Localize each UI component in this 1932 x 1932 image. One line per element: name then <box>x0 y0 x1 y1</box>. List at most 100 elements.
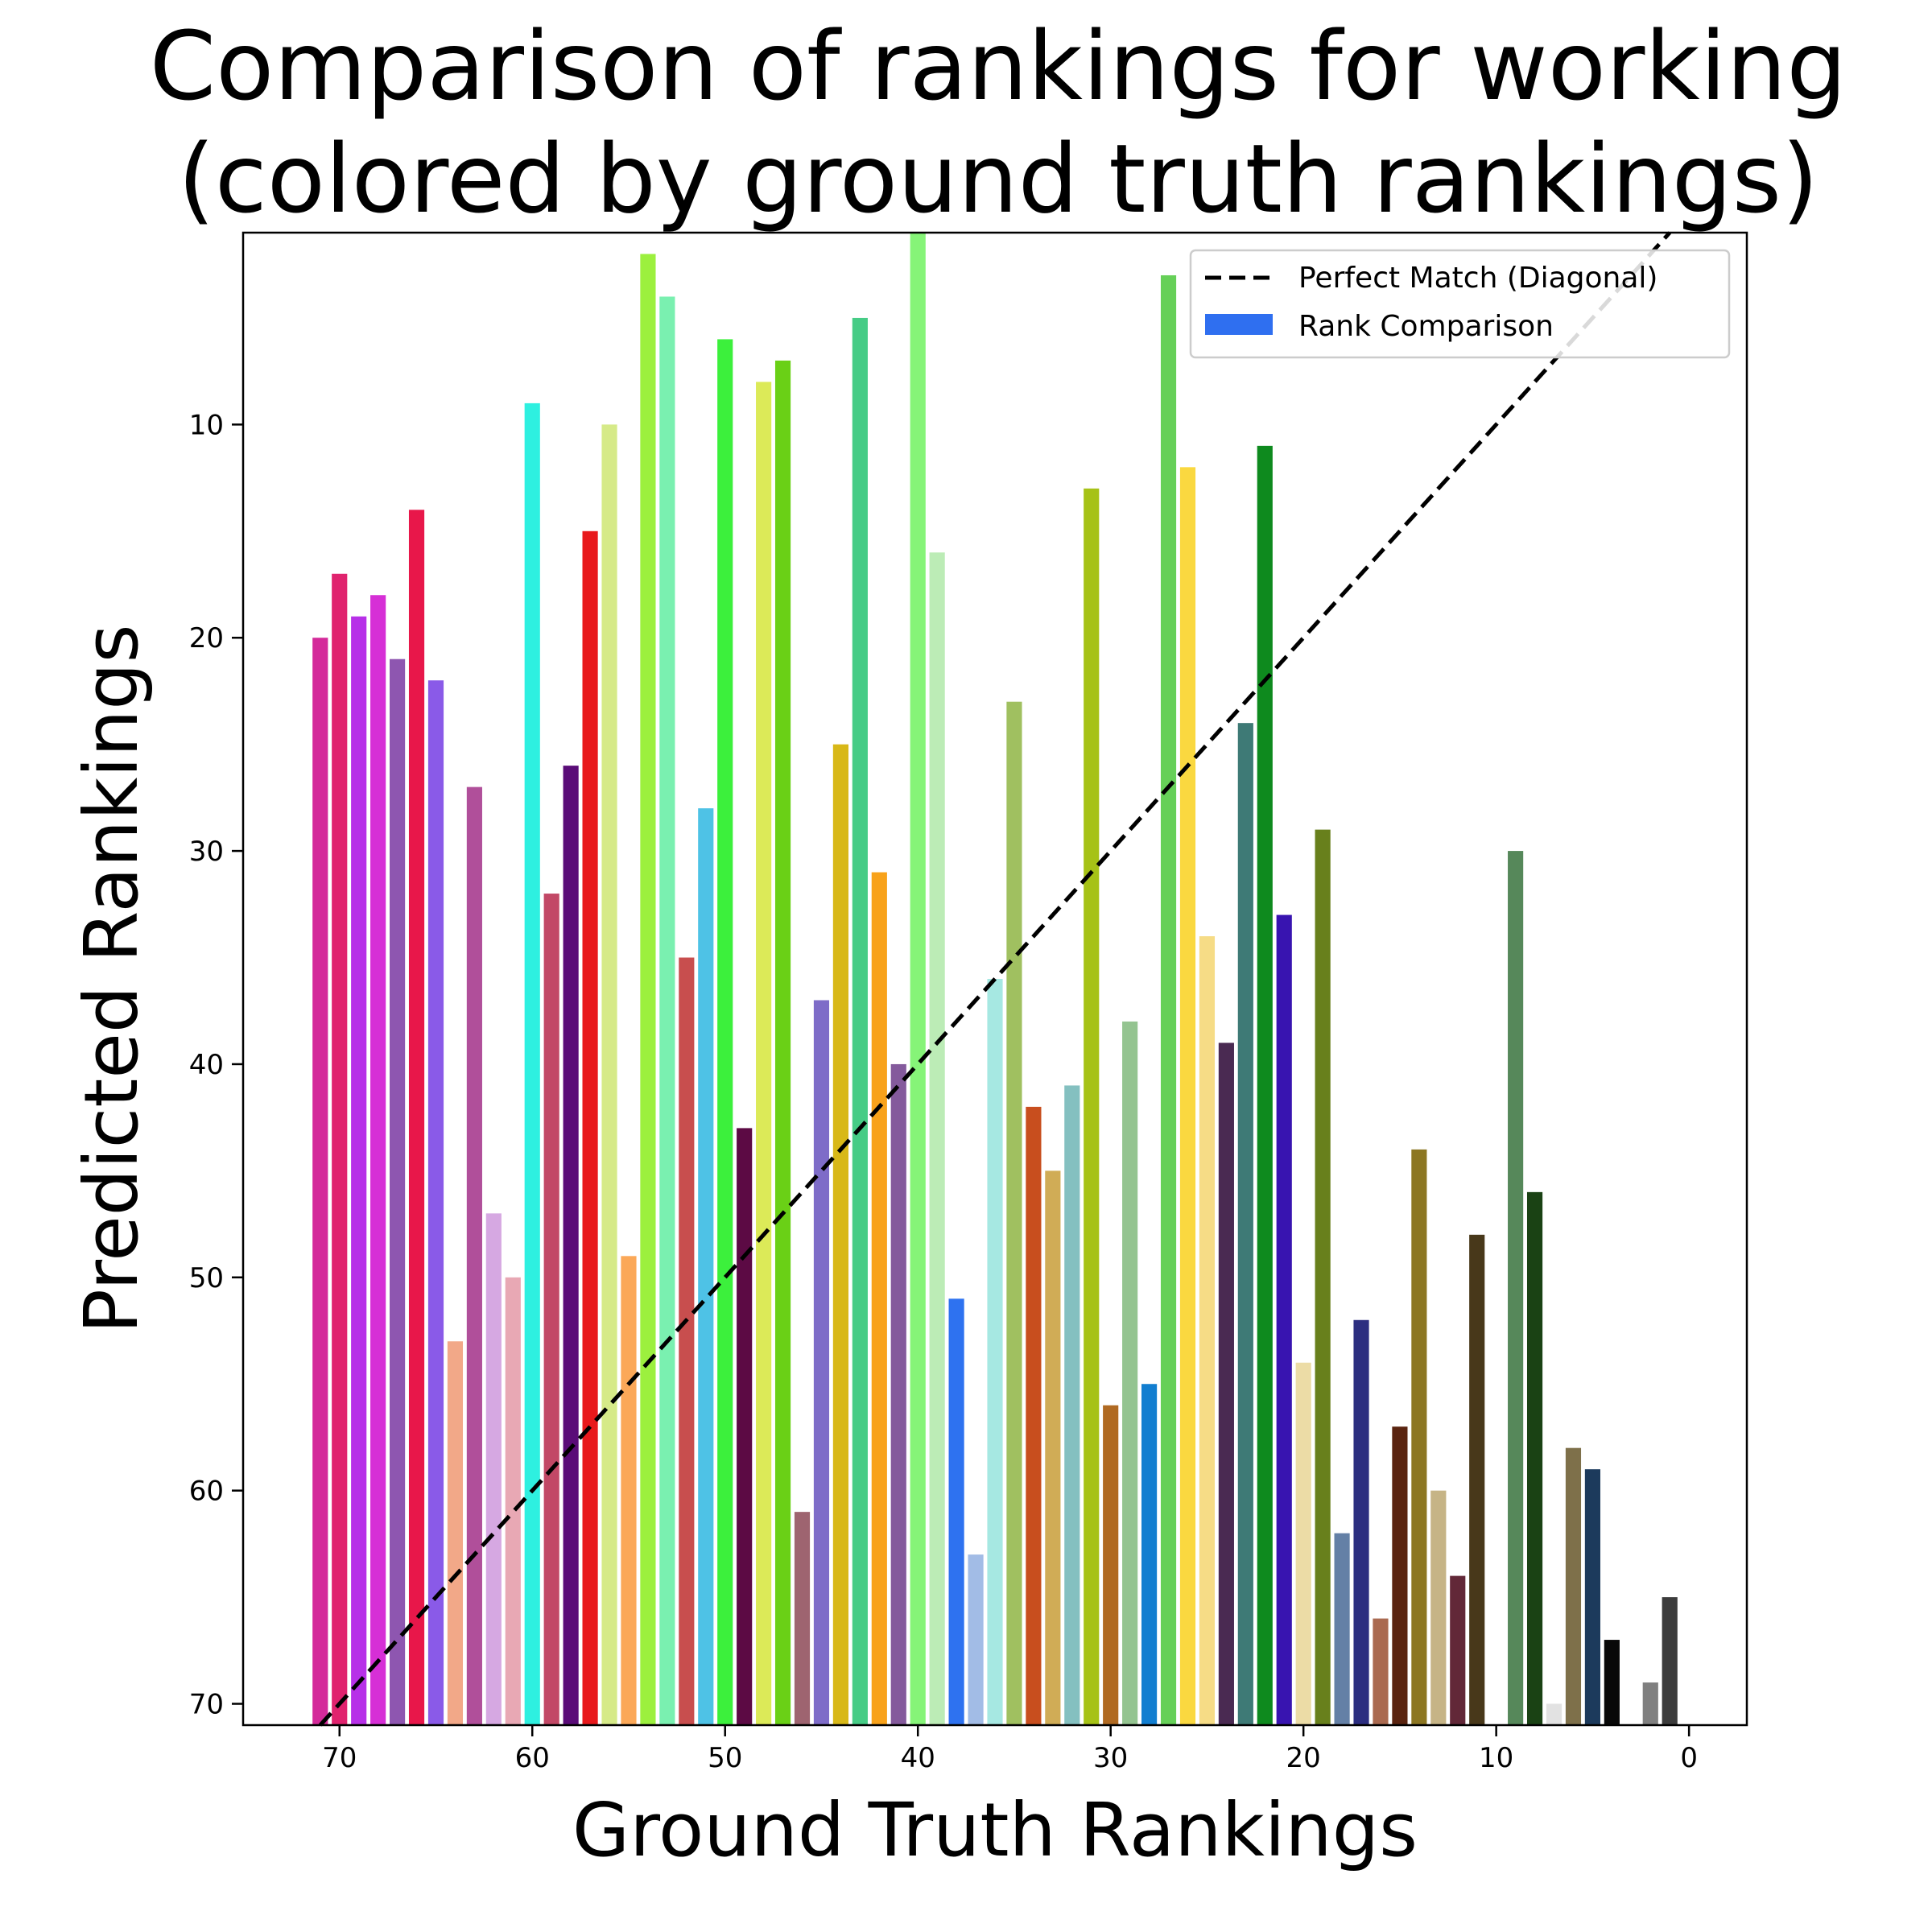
bar-gt-1 <box>1662 1597 1678 1725</box>
x-axis-label: Ground Truth Rankings <box>572 1787 1418 1873</box>
bar-gt-65 <box>427 680 444 1726</box>
legend-label-rank-comparison: Rank Comparison <box>1298 310 1554 343</box>
bar-gt-12 <box>1450 1575 1466 1725</box>
bar-gt-4 <box>1604 1640 1620 1725</box>
legend-label-perfect-match: Perfect Match (Diagonal) <box>1298 262 1657 295</box>
bar-gt-47 <box>774 360 791 1725</box>
bar-gt-15 <box>1392 1426 1408 1725</box>
bar-gt-9 <box>1508 851 1524 1725</box>
bar-gt-50 <box>717 339 733 1726</box>
bar-gt-22 <box>1257 445 1273 1725</box>
bar-gt-54 <box>640 254 656 1725</box>
bar-gt-71 <box>312 638 328 1725</box>
bar-gt-6 <box>1565 1447 1582 1725</box>
bar-gt-49 <box>737 1128 753 1725</box>
bar-gt-30 <box>1103 1405 1119 1725</box>
bar-gt-60 <box>524 402 540 1725</box>
bar-gt-18 <box>1334 1533 1350 1725</box>
legend-bar-swatch <box>1205 314 1273 335</box>
bar-gt-64 <box>447 1341 464 1725</box>
y-tick-label-30: 30 <box>189 836 224 868</box>
bar-gt-5 <box>1584 1469 1600 1725</box>
plot-area <box>312 231 1678 1727</box>
x-tick-label-70: 70 <box>322 1742 357 1774</box>
bar-gt-46 <box>794 1512 811 1725</box>
bar-gt-45 <box>813 1000 830 1725</box>
bar-gt-7 <box>1546 1703 1563 1725</box>
bar-gt-44 <box>832 744 848 1726</box>
bar-gt-66 <box>408 510 425 1725</box>
bar-gt-29 <box>1122 1021 1138 1725</box>
x-tick-label-20: 20 <box>1286 1742 1321 1774</box>
bar-gt-27 <box>1160 275 1177 1726</box>
plot-frame <box>242 231 1748 1727</box>
chart-title-line-1: Comparison of rankings for working <box>150 10 1847 122</box>
bar-gt-63 <box>466 786 482 1725</box>
bar-gt-39 <box>929 552 945 1725</box>
x-tick-label-60: 60 <box>515 1742 550 1774</box>
x-tick-label-10: 10 <box>1479 1742 1513 1774</box>
bar-gt-24 <box>1218 1042 1234 1725</box>
bar-gt-48 <box>756 382 772 1725</box>
y-axis-ticks: 10 20 30 40 50 60 70 <box>189 409 243 1721</box>
bar-group <box>312 233 1678 1726</box>
y-tick-label-70: 70 <box>189 1689 224 1721</box>
bar-gt-67 <box>390 658 406 1726</box>
diagonal-perfect-match-line <box>318 231 1672 1727</box>
y-tick-label-20: 20 <box>189 622 224 654</box>
bar-gt-37 <box>968 1554 984 1725</box>
bar-gt-25 <box>1199 936 1216 1725</box>
bar-gt-13 <box>1430 1490 1447 1725</box>
bar-gt-56 <box>601 424 617 1725</box>
bar-gt-23 <box>1237 723 1253 1726</box>
bar-gt-26 <box>1179 467 1196 1725</box>
bar-gt-32 <box>1064 1085 1080 1725</box>
bar-gt-8 <box>1526 1191 1543 1725</box>
bar-gt-31 <box>1084 488 1100 1725</box>
bar-gt-52 <box>679 957 695 1725</box>
x-tick-label-30: 30 <box>1093 1742 1128 1774</box>
bar-gt-19 <box>1315 829 1331 1725</box>
bar-gt-68 <box>370 595 386 1725</box>
y-tick-label-50: 50 <box>189 1262 224 1294</box>
bar-gt-28 <box>1141 1384 1158 1725</box>
bar-gt-62 <box>485 1213 502 1725</box>
bar-gt-70 <box>332 573 348 1725</box>
x-tick-label-40: 40 <box>901 1742 935 1774</box>
y-tick-label-60: 60 <box>189 1476 224 1508</box>
bar-gt-2 <box>1642 1682 1658 1725</box>
bar-gt-53 <box>659 296 675 1726</box>
chart-title-line-2: (colored by ground truth rankings) <box>178 123 1818 234</box>
bar-gt-55 <box>621 1256 637 1725</box>
x-tick-label-50: 50 <box>708 1742 742 1774</box>
y-tick-label-10: 10 <box>189 409 224 441</box>
bar-gt-69 <box>351 616 367 1725</box>
bar-gt-51 <box>698 808 714 1725</box>
bar-gt-58 <box>563 766 579 1725</box>
legend-box <box>1189 249 1731 359</box>
bar-gt-61 <box>505 1277 521 1725</box>
y-tick-label-40: 40 <box>189 1049 224 1081</box>
bar-gt-35 <box>1006 701 1022 1726</box>
bar-gt-42 <box>871 872 887 1725</box>
bar-gt-41 <box>890 1063 906 1725</box>
y-axis-label: Predicted Rankings <box>68 624 155 1333</box>
bar-gt-20 <box>1295 1362 1311 1725</box>
bar-gt-40 <box>910 233 926 1725</box>
x-axis-ticks: 70 60 50 40 30 20 10 0 <box>322 1725 1698 1774</box>
bar-gt-17 <box>1353 1319 1369 1725</box>
bar-gt-34 <box>1026 1106 1042 1725</box>
bar-gt-57 <box>582 530 598 1725</box>
bar-gt-21 <box>1276 914 1292 1725</box>
legend: Perfect Match (Diagonal) Rank Comparison <box>1189 249 1731 359</box>
bar-gt-33 <box>1045 1170 1061 1725</box>
bar-gt-16 <box>1373 1618 1389 1725</box>
bar-gt-11 <box>1469 1234 1485 1725</box>
bar-gt-59 <box>543 894 559 1725</box>
bar-gt-36 <box>987 979 1003 1725</box>
bar-gt-38 <box>948 1298 964 1725</box>
bar-gt-43 <box>852 317 868 1726</box>
bar-gt-14 <box>1411 1149 1427 1725</box>
x-tick-label-0: 0 <box>1680 1742 1698 1774</box>
